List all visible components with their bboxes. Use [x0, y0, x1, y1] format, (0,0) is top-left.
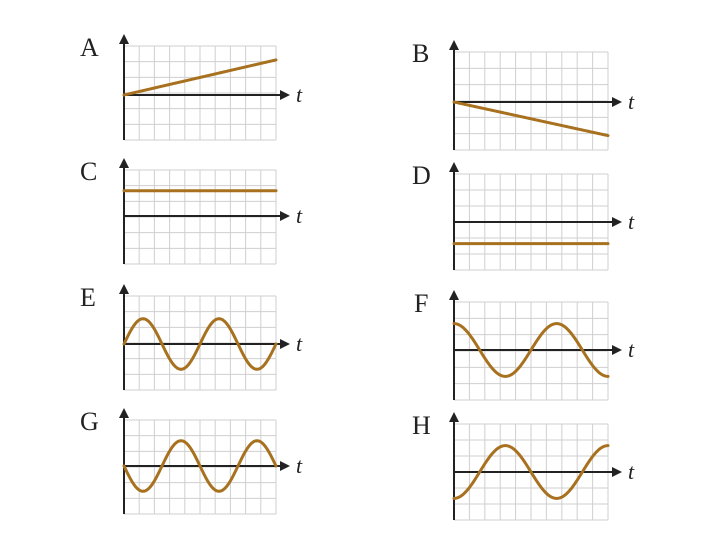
vertical-axis-arrow [119, 284, 129, 294]
curve-g [122, 439, 278, 493]
time-axis-label: t [628, 337, 635, 362]
graph-panel-b: tB [412, 39, 635, 151]
vertical-axis-arrow [119, 408, 129, 418]
vertical-axis-arrow [449, 412, 459, 422]
time-axis-label: t [628, 459, 635, 484]
time-axis-arrow [612, 467, 622, 477]
time-axis-arrow [280, 461, 290, 471]
graph-panel-h: tH [412, 411, 635, 521]
time-axis-label: t [296, 453, 303, 478]
time-axis-label: t [296, 82, 303, 107]
panel-label: D [412, 161, 431, 190]
curve-b [452, 100, 610, 138]
vertical-axis-arrow [119, 158, 129, 168]
panel-label: F [414, 289, 428, 318]
graph-panel-f: tF [414, 289, 635, 401]
graph-panel-c: tC [80, 157, 303, 265]
time-axis-arrow [612, 217, 622, 227]
panel-label: C [80, 157, 97, 186]
vertical-axis-arrow [449, 40, 459, 50]
vertical-axis-arrow [449, 162, 459, 172]
panel-label: G [80, 407, 99, 436]
graph-panel-e: tE [80, 283, 303, 391]
time-axis-arrow [612, 97, 622, 107]
curve-f [452, 322, 610, 378]
panel-label: A [80, 33, 99, 62]
panel-label: E [80, 283, 96, 312]
graph-panel-a: tA [80, 33, 303, 141]
graph-panel-d: tD [412, 161, 635, 271]
time-axis-arrow [280, 339, 290, 349]
curve-a [122, 58, 278, 97]
time-axis-arrow [280, 211, 290, 221]
time-axis-arrow [280, 90, 290, 100]
time-axis-label: t [628, 89, 635, 114]
time-axis-label: t [296, 331, 303, 356]
grid [123, 45, 277, 141]
curve-e [122, 317, 278, 371]
time-axis-arrow [612, 345, 622, 355]
panel-label: H [412, 411, 431, 440]
vertical-axis-arrow [119, 34, 129, 44]
panel-label: B [412, 39, 429, 68]
curve-h [452, 444, 610, 500]
graph-panel-g: tG [80, 407, 303, 515]
time-axis-label: t [628, 209, 635, 234]
time-axis-label: t [296, 203, 303, 228]
vertical-axis-arrow [449, 290, 459, 300]
